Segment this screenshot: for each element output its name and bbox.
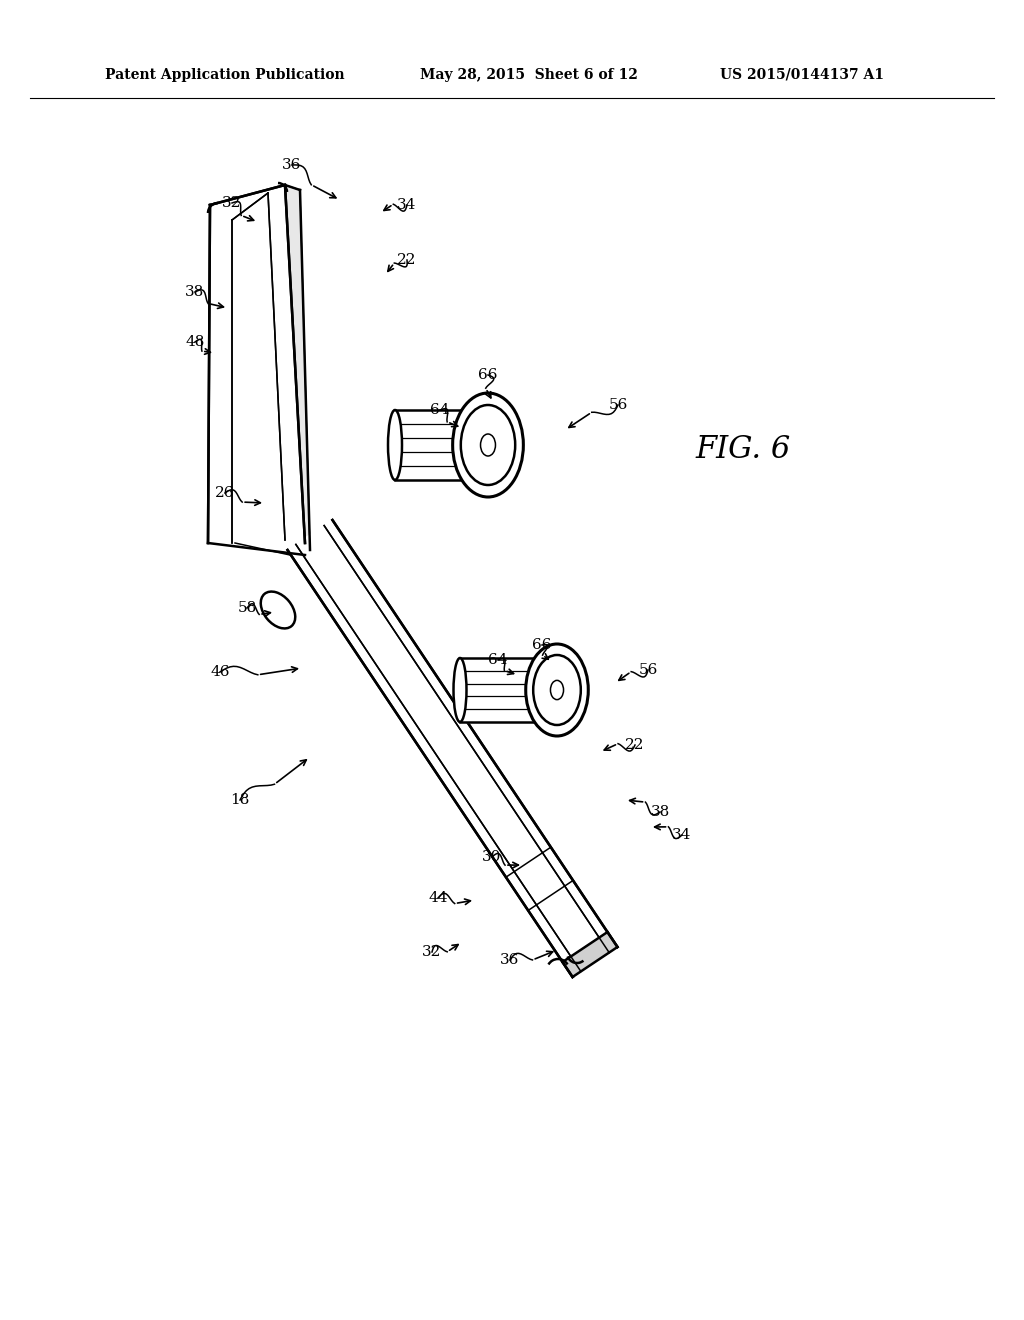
Text: 48: 48	[185, 335, 205, 348]
Ellipse shape	[525, 644, 588, 737]
Text: 56: 56	[638, 663, 657, 677]
Text: 66: 66	[532, 638, 552, 652]
Text: 38: 38	[650, 805, 670, 818]
Polygon shape	[288, 520, 617, 977]
Text: 18: 18	[230, 793, 250, 807]
Polygon shape	[208, 185, 305, 543]
Polygon shape	[562, 932, 617, 977]
Text: Patent Application Publication: Patent Application Publication	[105, 69, 345, 82]
Polygon shape	[395, 411, 488, 480]
Text: 34: 34	[397, 198, 417, 213]
Text: 64: 64	[430, 403, 450, 417]
Polygon shape	[288, 520, 416, 675]
Text: 26: 26	[215, 486, 234, 500]
Text: US 2015/0144137 A1: US 2015/0144137 A1	[720, 69, 884, 82]
Text: 32: 32	[422, 945, 441, 960]
Ellipse shape	[261, 591, 295, 628]
Text: 64: 64	[488, 653, 508, 667]
Text: 22: 22	[626, 738, 645, 752]
Text: 46: 46	[210, 665, 229, 678]
Ellipse shape	[454, 657, 467, 722]
Polygon shape	[285, 185, 310, 550]
Polygon shape	[487, 820, 617, 977]
Polygon shape	[460, 657, 557, 722]
Text: 36: 36	[283, 158, 302, 172]
Text: 22: 22	[397, 253, 417, 267]
Ellipse shape	[388, 411, 402, 480]
Text: 32: 32	[222, 195, 242, 210]
Polygon shape	[398, 686, 505, 808]
Polygon shape	[475, 668, 508, 715]
Text: 36: 36	[501, 953, 520, 968]
Text: 58: 58	[238, 601, 257, 615]
Ellipse shape	[453, 393, 523, 498]
Polygon shape	[208, 185, 305, 543]
Text: 44: 44	[428, 891, 447, 906]
Polygon shape	[400, 420, 435, 465]
Text: 38: 38	[185, 285, 205, 300]
Text: May 28, 2015  Sheet 6 of 12: May 28, 2015 Sheet 6 of 12	[420, 69, 638, 82]
Text: 34: 34	[673, 828, 691, 842]
Text: 56: 56	[608, 399, 628, 412]
Text: FIG. 6: FIG. 6	[695, 434, 791, 466]
Text: 66: 66	[478, 368, 498, 381]
Text: 30: 30	[482, 850, 502, 865]
